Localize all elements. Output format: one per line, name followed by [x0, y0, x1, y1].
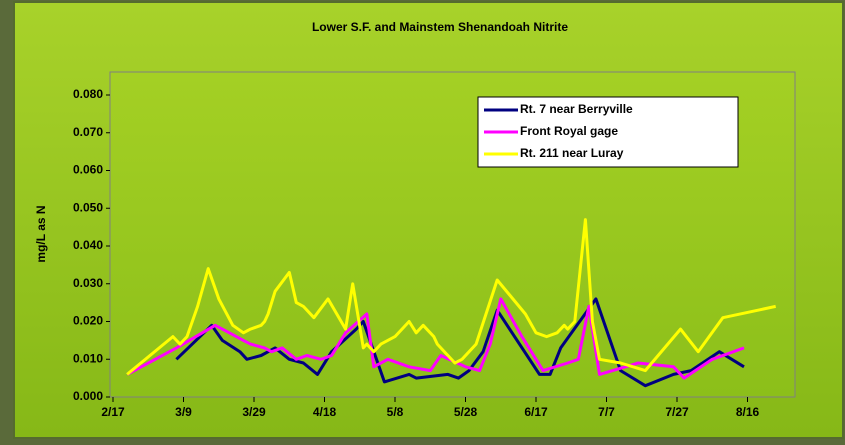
y-axis-label: mg/L as N [34, 205, 48, 262]
page: {"chart_data": {"type": "line", "title":… [0, 0, 845, 440]
x-tick-label: 4/18 [313, 405, 337, 419]
y-tick-label: 0.050 [73, 200, 103, 214]
y-tick-label: 0.000 [73, 389, 103, 403]
y-tick-label: 0.060 [73, 163, 103, 177]
x-tick-label: 5/8 [387, 405, 404, 419]
legend-label: Rt. 211 near Luray [520, 146, 624, 160]
x-tick-label: 8/16 [736, 405, 760, 419]
y-tick-label: 0.070 [73, 125, 103, 139]
chart: Lower S.F. and Mainstem Shenandoah Nitri… [0, 0, 845, 440]
legend-label: Front Royal gage [520, 124, 618, 138]
y-tick-label: 0.020 [73, 314, 103, 328]
x-tick-label: 5/28 [454, 405, 478, 419]
x-tick-label: 3/29 [242, 405, 266, 419]
x-tick-label: 2/17 [101, 405, 125, 419]
chart-title: Lower S.F. and Mainstem Shenandoah Nitri… [312, 20, 568, 34]
y-tick-label: 0.080 [73, 87, 103, 101]
x-tick-label: 7/7 [598, 405, 615, 419]
y-tick-label: 0.010 [73, 351, 103, 365]
y-tick-label: 0.030 [73, 276, 103, 290]
x-tick-label: 3/9 [175, 405, 192, 419]
legend-label: Rt. 7 near Berryville [520, 102, 633, 116]
x-tick-label: 6/17 [524, 405, 548, 419]
x-tick-label: 7/27 [665, 405, 689, 419]
y-tick-label: 0.040 [73, 238, 103, 252]
